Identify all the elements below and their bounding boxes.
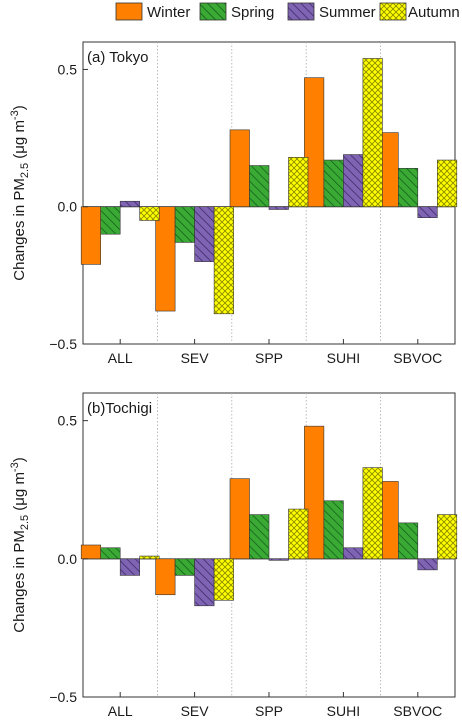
bar-summer-sbvoc xyxy=(417,206,438,219)
x-tick-label: SEV xyxy=(181,350,210,366)
bar-spring-all xyxy=(100,206,121,235)
panel-title: (b)Tochigi xyxy=(87,400,152,417)
legend-swatch-autumn xyxy=(379,2,407,21)
bar-winter-suhi xyxy=(304,425,325,560)
bar-winter-all xyxy=(80,544,101,560)
legend-swatch-summer xyxy=(287,2,315,21)
bar-autumn-suhi xyxy=(362,58,383,208)
panel-title: (a) Tokyo xyxy=(87,49,148,66)
legend: Winter Spring Summer Autumn xyxy=(115,2,460,21)
bar-autumn-all xyxy=(139,555,160,560)
legend-swatch-winter xyxy=(115,2,143,21)
panel-tochigi: 0.5 0.0 −0.5 ALL SEV SPP SUHI SBVOC (b)Tochigi Ch… xyxy=(9,392,458,719)
bar-summer-suhi xyxy=(343,547,364,560)
bar-summer-all xyxy=(119,558,140,576)
bar-spring-suhi xyxy=(323,159,344,208)
bar-autumn-sbvoc xyxy=(436,159,458,208)
bar-summer-spp xyxy=(268,558,289,561)
legend-item-spring: Spring xyxy=(199,2,274,21)
bar-spring-sbvoc xyxy=(397,522,419,560)
bar-summer-suhi xyxy=(343,154,364,208)
bar-autumn-sbvoc xyxy=(436,514,458,560)
x-tick-label: SUHI xyxy=(327,703,360,719)
bar-spring-suhi xyxy=(323,500,344,560)
x-tick-label: SPP xyxy=(255,350,283,366)
x-tick-label: SBVOC xyxy=(393,350,442,366)
bar-summer-all xyxy=(119,200,140,208)
y-tick-label: 0.5 xyxy=(58,413,78,429)
bar-spring-sev xyxy=(174,206,195,243)
bar-autumn-all xyxy=(139,206,160,221)
bar-spring-spp xyxy=(249,165,270,208)
legend-label-spring: Spring xyxy=(231,4,274,21)
y-axis-label: Changes in PM2.5 (μg m-3) xyxy=(9,105,31,280)
y-tick-label: 0.0 xyxy=(58,551,78,567)
legend-label-autumn: Autumn xyxy=(408,4,460,21)
bar-spring-sbvoc xyxy=(397,167,419,208)
y-tick-label: −0.5 xyxy=(49,336,77,352)
legend-item-winter: Winter xyxy=(115,2,190,21)
legend-label-summer: Summer xyxy=(319,4,376,21)
legend-swatch-spring xyxy=(199,2,227,21)
bar-autumn-sev xyxy=(213,558,234,601)
bar-winter-all xyxy=(80,206,101,265)
bar-autumn-sev xyxy=(213,206,234,315)
bar-spring-spp xyxy=(249,514,270,560)
panel-tokyo: 0.5 0.0 −0.5 ALL SEV SPP SUHI SBVOC (a) Tokyo Cha… xyxy=(9,41,458,366)
y-tick-label: −0.5 xyxy=(49,689,77,705)
x-tick-label: SEV xyxy=(181,703,210,719)
bar-spring-all xyxy=(100,547,121,560)
legend-item-summer: Summer xyxy=(287,2,376,21)
bar-winter-spp xyxy=(229,129,250,208)
x-tick-label: SPP xyxy=(255,703,283,719)
bar-winter-spp xyxy=(229,478,250,560)
bar-summer-sev xyxy=(194,558,215,607)
bar-summer-sbvoc xyxy=(417,558,438,571)
x-tick-label: ALL xyxy=(108,350,133,366)
bar-summer-spp xyxy=(268,206,289,210)
bar-autumn-spp xyxy=(288,508,309,560)
bar-winter-suhi xyxy=(304,77,325,208)
bar-autumn-suhi xyxy=(362,467,383,560)
bar-winter-sev xyxy=(155,558,176,596)
legend-item-autumn: Autumn xyxy=(379,2,460,21)
x-tick-label: ALL xyxy=(108,703,133,719)
y-tick-label: 0.0 xyxy=(58,199,78,215)
bar-spring-sev xyxy=(174,558,195,576)
legend-label-winter: Winter xyxy=(147,4,190,21)
bar-summer-sev xyxy=(194,206,215,262)
bar-winter-sev xyxy=(155,206,176,312)
x-tick-label: SUHI xyxy=(327,350,360,366)
y-axis-label: Changes in PM2.5 (μg m-3) xyxy=(9,457,31,632)
bar-autumn-spp xyxy=(288,157,309,208)
y-tick-label: 0.5 xyxy=(58,61,78,77)
x-tick-label: SBVOC xyxy=(393,703,442,719)
